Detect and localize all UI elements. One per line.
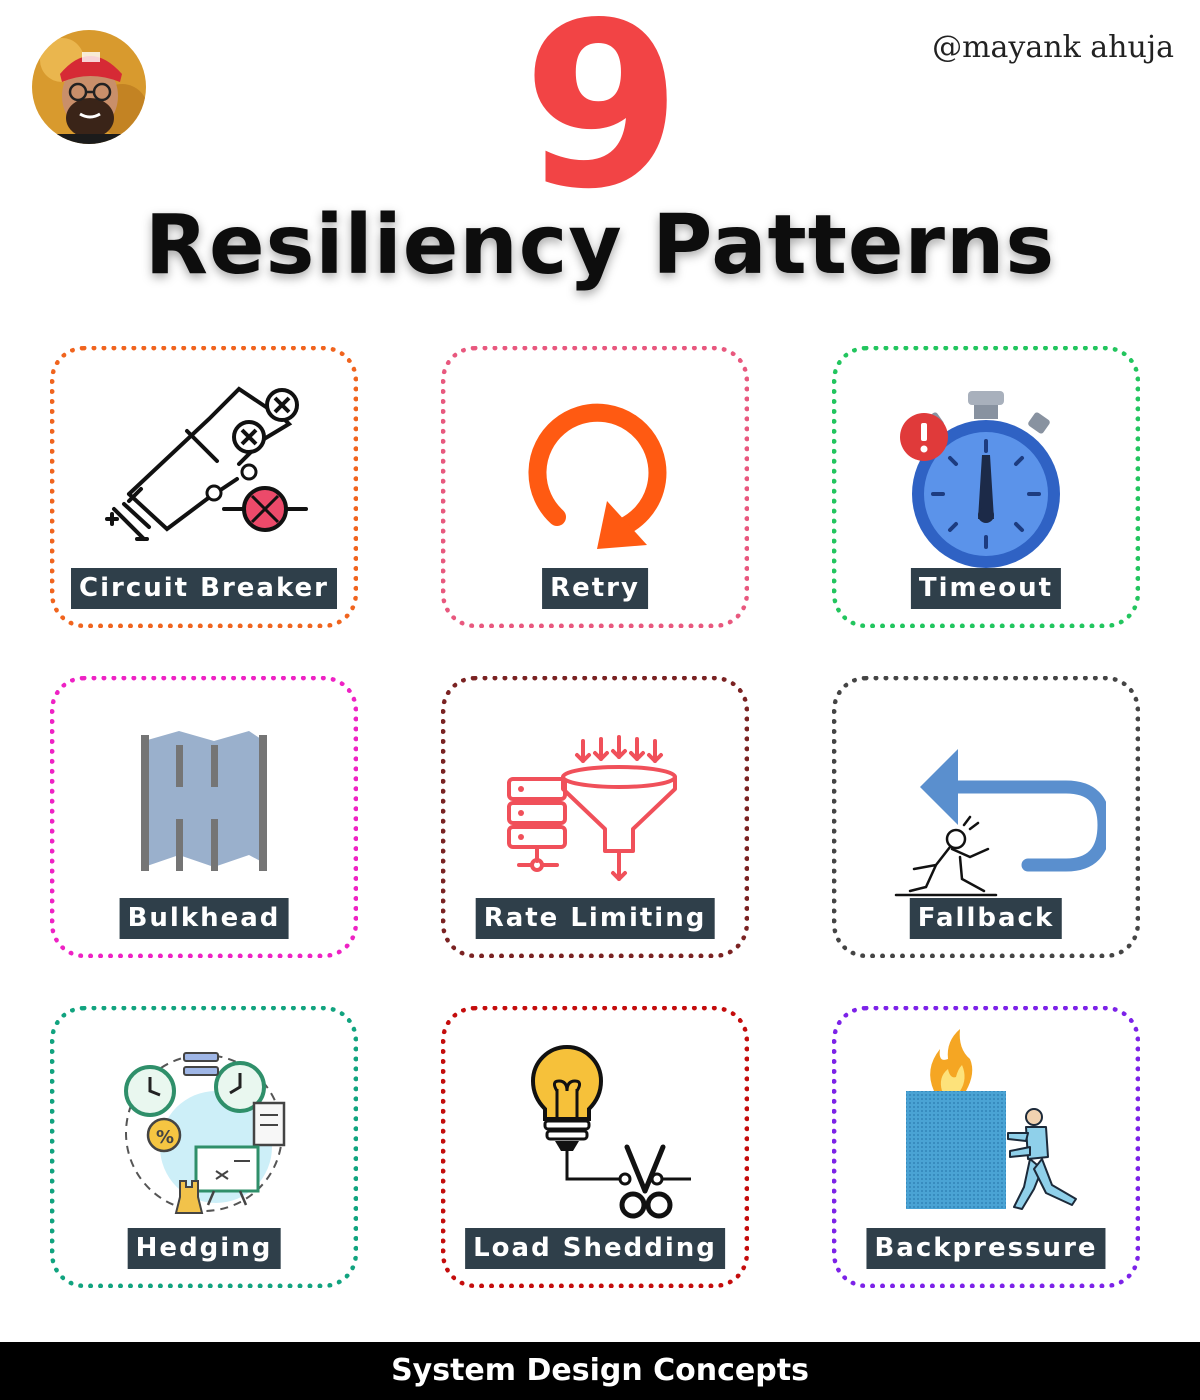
bulkhead-icon [141,731,267,871]
card-label: Retry [542,568,648,609]
card-circuit-breaker: Circuit Breaker [50,346,358,628]
hedging-icon: % [124,1052,286,1214]
card-backpressure: Backpressure [832,1006,1140,1288]
card-load-shedding: Load Shedding [441,1006,749,1288]
bulb-scissors-icon [530,1044,691,1219]
stopwatch-icon [900,391,1060,568]
card-label: Timeout [910,568,1062,609]
pushing-box-icon [906,1029,1077,1210]
funnel-server-icon [507,735,677,881]
card-timeout: Timeout [832,346,1140,628]
avatar [32,30,146,144]
number-nine: 9 [522,0,682,239]
card-hedging: % Hedging [50,1006,358,1288]
card-bulkhead: Bulkhead [50,676,358,958]
footer-banner: System Design Concepts [0,1342,1200,1400]
card-label: Backpressure [866,1228,1106,1269]
card-label: Rate Limiting [475,898,715,939]
svg-text:%: % [156,1127,174,1148]
card-label: Fallback [909,898,1063,939]
page-title: Resiliency Patterns [144,198,1056,293]
card-label: Load Shedding [465,1228,725,1269]
card-retry: Retry [441,346,749,628]
circuit-icon [105,386,308,541]
card-rate-limiting: Rate Limiting [441,676,749,958]
fallback-arrow-icon [894,749,1106,897]
card-label: Circuit Breaker [71,568,337,609]
card-label: Bulkhead [119,898,289,939]
card-label: Hedging [127,1228,281,1269]
card-fallback: Fallback [832,676,1140,958]
author-handle: @mayank ahuja [932,30,1174,65]
avatar-icon [32,30,146,144]
retry-icon [528,403,667,549]
